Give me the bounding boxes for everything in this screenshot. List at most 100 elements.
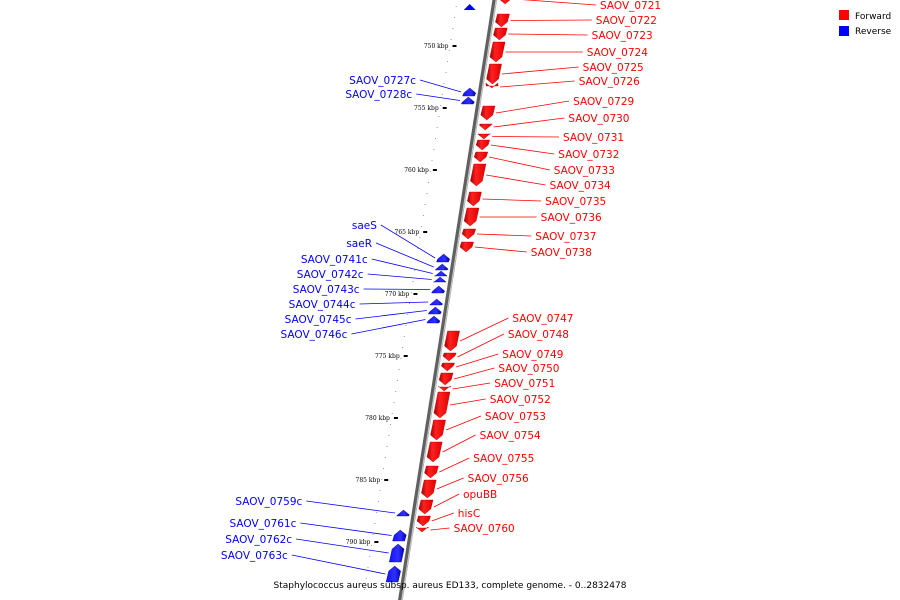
- guide-dot: [447, 61, 449, 62]
- forward-gene-label: SAOV_0751: [494, 378, 555, 390]
- forward-leader-line: [449, 398, 486, 406]
- tick-mark: [432, 169, 437, 171]
- reverse-gene-label: SAOV_0763c: [221, 550, 288, 562]
- leader-lines: [291, 0, 597, 575]
- tick-mark: [374, 541, 379, 543]
- forward-gene-label: SAOV_0730: [568, 113, 629, 125]
- forward-leader-line: [482, 198, 542, 202]
- guide-dot: [414, 270, 416, 271]
- reverse-gene-label: SAOV_0728c: [345, 89, 412, 101]
- forward-gene-arrow: [475, 139, 490, 151]
- forward-gene-arrow: [461, 228, 476, 240]
- guide-dot: [410, 292, 412, 293]
- guide-dot: [390, 424, 391, 425]
- forward-gene-label: SAOV_0760: [454, 523, 515, 535]
- tick-mark: [452, 45, 457, 47]
- scale-ticks: 750 kbp 755 kbp 760 kbp 765 kbp 770 kbp 775 k…: [346, 43, 457, 546]
- forward-gene-arrow: [473, 151, 489, 163]
- reverse-leader-line: [300, 522, 392, 536]
- forward-leader-line: [442, 434, 476, 453]
- forward-leader-line: [490, 144, 555, 155]
- reverse-gene-arrow: [433, 276, 447, 283]
- guide-dot: [407, 314, 409, 315]
- guide-dot: [455, 6, 457, 7]
- guide-dot: [377, 501, 379, 502]
- forward-gene-label: SAOV_0732: [558, 149, 619, 161]
- forward-leader-line: [493, 117, 565, 128]
- reverse-gene-label: SAOV_0744c: [289, 299, 356, 311]
- guide-dot: [417, 248, 419, 249]
- reverse-gene-arrow: [427, 306, 442, 315]
- tick-label: 770 kbp: [385, 291, 410, 298]
- forward-gene-arrow: [426, 441, 443, 463]
- guide-dot: [383, 468, 385, 469]
- reverse-leader-line: [380, 224, 436, 259]
- legend-reverse-label: Reverse: [855, 27, 892, 37]
- guide-dot: [365, 578, 367, 579]
- guide-dot: [396, 380, 398, 381]
- guide-dot: [445, 72, 447, 73]
- guide-dot: [436, 127, 438, 128]
- guide-dot: [422, 215, 424, 216]
- forward-gene-label: SAOV_0733: [554, 165, 615, 177]
- guide-dot: [395, 391, 397, 392]
- guide-dot: [367, 567, 369, 568]
- forward-leader-line: [476, 233, 532, 237]
- reverse-gene-arrow: [431, 285, 445, 294]
- reverse-gene-label: SAOV_0761c: [230, 518, 297, 530]
- reverse-leader-line: [419, 79, 462, 93]
- reverse-leader-line: [371, 258, 433, 274]
- reverse-gene-arrow: [429, 298, 443, 306]
- reverse-gene-label: SAOV_0727c: [349, 75, 416, 87]
- guide-dot: [393, 402, 395, 403]
- forward-gene-label: SAOV_0750: [498, 363, 559, 375]
- genome-caption: Staphylococcus aureus subsp. aureus ED13…: [274, 581, 627, 591]
- forward-leader-line: [474, 246, 527, 253]
- forward-gene-arrow: [478, 123, 493, 131]
- forward-leader-line: [492, 136, 560, 138]
- forward-gene-arrow: [430, 419, 446, 441]
- guide-dot: [454, 17, 455, 18]
- tick-label: 750 kbp: [424, 43, 449, 50]
- guide-dot: [384, 457, 386, 458]
- tick-mark: [413, 293, 418, 295]
- guide-dot: [419, 237, 421, 238]
- guide-dot: [364, 589, 365, 590]
- forward-gene-label: SAOV_0722: [596, 15, 657, 27]
- guide-dot: [381, 479, 383, 480]
- forward-gene-arrow: [480, 105, 496, 121]
- guide-dot: [405, 325, 407, 326]
- forward-gene-label: SAOV_0721: [600, 0, 661, 12]
- reverse-gene-arrow: [460, 96, 475, 105]
- guide-dot: [391, 413, 393, 414]
- guide-dot: [398, 369, 400, 370]
- reverse-leader-line: [291, 554, 386, 575]
- tick-mark: [403, 355, 408, 357]
- forward-gene-label: SAOV_0748: [508, 329, 569, 341]
- guide-dot: [376, 512, 378, 513]
- forward-leader-line: [431, 512, 454, 522]
- forward-gene-label: SAOV_0737: [535, 231, 596, 243]
- forward-leader-line: [453, 367, 495, 380]
- reverse-gene-label: SAOV_0743c: [293, 284, 360, 296]
- tick-label: 775 kbp: [375, 353, 400, 360]
- gene-features: [385, 0, 511, 583]
- guide-dot: [403, 336, 405, 337]
- legend-forward-swatch: [839, 10, 849, 20]
- guide-dot: [435, 138, 436, 139]
- guide-dot: [372, 534, 374, 535]
- forward-leader-line: [501, 66, 579, 75]
- reverse-gene-label: SAOV_0741c: [301, 254, 368, 266]
- guide-dot: [443, 83, 445, 84]
- forward-gene-arrow: [499, 0, 511, 5]
- forward-leader-line: [510, 19, 592, 21]
- forward-gene-label: SAOV_0749: [502, 349, 563, 361]
- guide-dot: [402, 347, 404, 348]
- guide-dot: [386, 446, 388, 447]
- guide-dot: [448, 50, 450, 51]
- forward-gene-label: SAOV_0726: [579, 76, 640, 88]
- reverse-gene-label: SAOV_0746c: [281, 329, 348, 341]
- forward-leader-line: [459, 317, 509, 342]
- forward-gene-label: SAOV_0754: [480, 430, 541, 442]
